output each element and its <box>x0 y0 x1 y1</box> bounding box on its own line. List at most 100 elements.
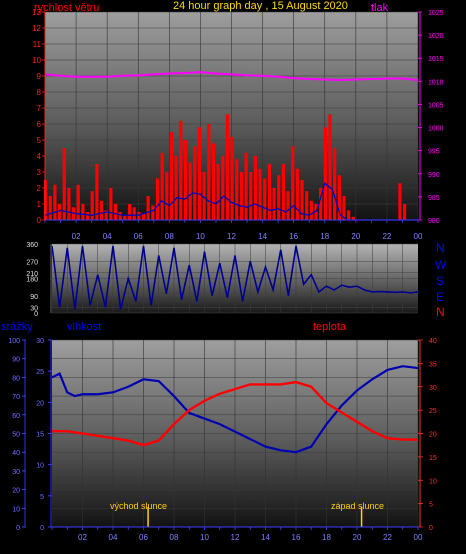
pressure-series-line <box>44 71 419 81</box>
temperature-tick-label: 5 <box>429 502 433 509</box>
pressure-tick-label: 1010 <box>428 79 444 86</box>
wind-speed-bar <box>263 178 267 220</box>
temperature-tick-label: 10 <box>429 478 437 485</box>
wind-speed-bar <box>85 212 90 220</box>
wind-x-tick-label: 04 <box>103 232 112 241</box>
wind-speed-bar <box>76 184 80 220</box>
rain-tick-label: 10 <box>12 506 20 513</box>
wind-x-tick-label: 08 <box>165 232 174 241</box>
pressure-tick-label: 985 <box>428 195 440 202</box>
compass-e: E <box>436 290 445 304</box>
pressure-tick-label: 1005 <box>428 102 444 109</box>
wind-speed-bar <box>323 127 327 220</box>
wind-x-tick-label: 22 <box>382 232 391 241</box>
wind-speed-bar <box>53 184 57 220</box>
thermo-x-tick-label: 02 <box>78 533 87 542</box>
direction-tick-label: 210 <box>26 271 38 278</box>
wind-speed-bar <box>81 204 85 220</box>
temperature-tick-label: 15 <box>429 455 437 462</box>
wind-speed-bar <box>48 196 52 220</box>
wind-speed-bar <box>123 215 127 220</box>
rain-tick-label: 70 <box>12 394 20 401</box>
humidity-tick-label: 10 <box>36 463 44 470</box>
thermo-x-tick-label: 06 <box>139 533 148 542</box>
thermo-x-tick-label: 10 <box>200 533 209 542</box>
wind-speed-bar <box>165 172 169 220</box>
wind-speed-bar <box>127 204 132 220</box>
wind-x-tick-label: 16 <box>289 232 298 241</box>
wind-speed-tick-label: 1 <box>37 200 42 209</box>
wind-speed-bar <box>277 175 281 220</box>
wind-x-tick-label: 10 <box>196 232 205 241</box>
wind-speed-bar <box>188 162 192 220</box>
thermo-x-tick-label: 12 <box>231 533 240 542</box>
humidity-tick-label: 5 <box>40 494 44 501</box>
wind-x-tick-label: 12 <box>227 232 236 241</box>
direction-tick-label: 360 <box>26 242 38 249</box>
wind-speed-bar <box>57 204 62 220</box>
wind-speed-bar <box>118 212 122 220</box>
wind-speed-bar <box>319 188 323 220</box>
thermo-x-tick-label: 18 <box>322 533 331 542</box>
thermo-x-tick-label: 20 <box>353 533 362 542</box>
thermo-x-tick-label: 00 <box>414 533 423 542</box>
wind-x-tick-label: 14 <box>258 232 267 241</box>
wind-speed-bar <box>62 148 66 220</box>
rain-tick-label: 0 <box>16 525 20 532</box>
wind-x-tick-label: 20 <box>351 232 360 241</box>
wind-speed-bar <box>267 164 271 220</box>
thermo-x-tick-label: 04 <box>109 533 118 542</box>
wind-speed-bar <box>216 164 220 220</box>
wind-speed-bar <box>174 156 178 220</box>
pressure-tick-label: 980 <box>428 218 440 225</box>
compass-n-bottom: N <box>436 305 445 319</box>
humidity-series-line <box>51 365 419 454</box>
wind-speed-tick-label: 11 <box>33 40 42 49</box>
pressure-tick-label: 1015 <box>428 56 444 63</box>
wind-speed-bar <box>244 152 248 220</box>
compass-n-top: N <box>436 241 445 255</box>
wind-speed-tick-label: 10 <box>32 56 41 65</box>
wind-speed-tick-label: 12 <box>32 24 41 33</box>
direction-tick-label: 270 <box>26 259 38 266</box>
wind-speed-bar <box>169 132 174 220</box>
sunrise-label: východ slunce <box>110 501 168 511</box>
wind-speed-tick-label: 13 <box>32 8 41 17</box>
wind-speed-tick-label: 8 <box>37 88 42 97</box>
direction-tick-label: 0 <box>34 311 38 318</box>
wind-speed-bar <box>90 191 94 220</box>
wind-speed-bar <box>305 191 309 220</box>
humidity-label: vlhkost <box>67 321 102 333</box>
humidity-tick-label: 20 <box>36 400 44 407</box>
wind-speed-bar <box>230 136 234 220</box>
wind-speed-bar <box>398 183 402 220</box>
temperature-tick-label: 35 <box>429 361 437 368</box>
wind-speed-bar <box>221 156 225 220</box>
wind-speed-bar <box>309 200 313 220</box>
wind-x-tick-label: 18 <box>320 232 329 241</box>
wind-speed-bar <box>342 196 346 220</box>
rain-tick-label: 40 <box>12 450 20 457</box>
wind-speed-bar <box>235 159 239 220</box>
pressure-tick-label: 1000 <box>428 126 444 133</box>
wind-speed-bar <box>146 196 150 220</box>
temperature-series-line <box>52 380 418 447</box>
wind-speed-bar <box>253 156 258 220</box>
wind-speed-tick-label: 5 <box>37 136 42 145</box>
temperature-label: teplota <box>313 321 347 333</box>
wind-speed-tick-label: 2 <box>37 184 42 193</box>
wind-speed-label: rychlost větru <box>34 2 100 14</box>
rain-label: srážky <box>1 321 33 333</box>
wind-speed-bar <box>239 172 244 220</box>
gust-series-line <box>44 182 418 221</box>
humidity-tick-label: 30 <box>36 338 44 345</box>
wind-speed-bar <box>337 175 341 220</box>
thermo-x-tick-label: 16 <box>292 533 301 542</box>
temperature-tick-label: 0 <box>429 525 433 532</box>
humidity-tick-label: 25 <box>36 369 44 376</box>
rain-tick-label: 30 <box>12 469 20 476</box>
pressure-tick-label: 1025 <box>428 10 444 17</box>
wind-speed-bar <box>99 200 104 220</box>
